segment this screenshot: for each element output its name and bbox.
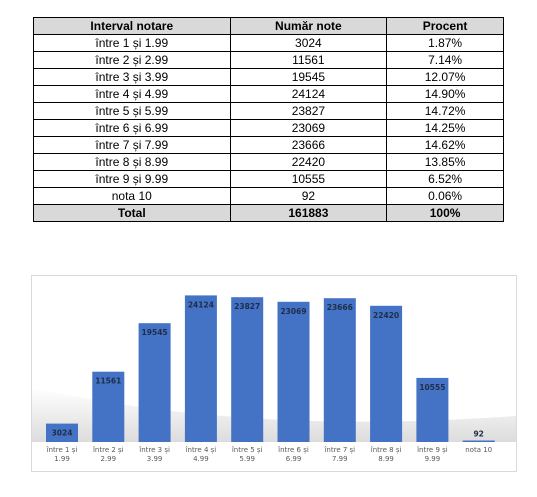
header-count: Număr note: [229, 17, 388, 35]
total-percent: 100%: [386, 204, 504, 222]
category-label: între 4 și: [185, 446, 217, 454]
cell-count: 10555: [229, 170, 388, 188]
table-row: între 8 și 8.99 22420 13.85%: [33, 153, 504, 171]
cell-percent: 14.72%: [386, 102, 504, 120]
cell-interval: între 1 și 1.99: [33, 34, 231, 52]
cell-interval: între 6 și 6.99: [33, 119, 231, 137]
bar: [184, 295, 217, 442]
cell-count: 3024: [229, 34, 388, 52]
category-label: 7.99: [332, 455, 348, 463]
category-label: între 5 și: [231, 446, 263, 454]
data-label: 23069: [280, 307, 306, 316]
cell-count: 92: [229, 187, 388, 205]
category-label: 4.99: [193, 455, 209, 463]
table-row: între 6 și 6.99 23069 14.25%: [33, 119, 504, 137]
data-label: 19545: [142, 328, 168, 337]
category-label: 1.99: [54, 455, 70, 463]
cell-count: 24124: [229, 85, 388, 103]
data-label: 23666: [327, 303, 353, 312]
bars-group: 3024 11561 19545 24124 23827 23069 23666 22420 1…: [46, 295, 495, 442]
cell-percent: 12.07%: [386, 68, 504, 86]
cell-count: 11561: [229, 51, 388, 69]
cell-interval: între 9 și 9.99: [33, 170, 231, 188]
cell-percent: 14.90%: [386, 85, 504, 103]
table-row: între 1 și 1.99 3024 1.87%: [33, 34, 504, 52]
cell-interval: nota 10: [33, 187, 231, 205]
category-label: între 3 și: [138, 446, 170, 454]
bar: [370, 305, 403, 442]
table-row: între 3 și 3.99 19545 12.07%: [33, 68, 504, 86]
category-label: între 7 și: [323, 446, 355, 454]
category-label: 3.99: [147, 455, 163, 463]
category-label: 9.99: [425, 455, 441, 463]
cell-percent: 13.85%: [386, 153, 504, 171]
data-label: 10555: [419, 383, 445, 392]
bar: [46, 423, 78, 442]
bar: [416, 377, 449, 442]
category-labels: între 1 și1.99 între 2 și2.99 între 3 și3.…: [46, 446, 492, 463]
cell-interval: între 5 și 5.99: [33, 102, 231, 120]
header-percent: Procent: [386, 17, 504, 35]
category-label: între 9 și: [416, 446, 448, 454]
category-label: 5.99: [239, 455, 255, 463]
cell-count: 22420: [229, 153, 388, 171]
category-label: între 6 și: [277, 446, 309, 454]
bar-chart-svg: 3024 11561 19545 24124 23827 23069 23666 22420 1…: [32, 295, 516, 463]
cell-count: 23827: [229, 102, 388, 120]
cell-interval: între 8 și 8.99: [33, 153, 231, 171]
category-label: 2.99: [101, 455, 117, 463]
cell-interval: între 4 și 4.99: [33, 85, 231, 103]
table-row: între 5 și 5.99 23827 14.72%: [33, 102, 504, 120]
table-total-row: Total 161883 100%: [33, 204, 504, 222]
bar: [462, 440, 495, 442]
bar: [231, 297, 264, 442]
bar: [138, 323, 171, 442]
cell-percent: 1.87%: [386, 34, 504, 52]
table-row: între 2 și 2.99 11561 7.14%: [33, 51, 504, 69]
table-row: nota 10 92 0.06%: [33, 187, 504, 205]
cell-count: 23069: [229, 119, 388, 137]
cell-count: 23666: [229, 136, 388, 154]
data-label: 24124: [188, 300, 214, 309]
grades-table: Interval notare Număr note Procent între…: [33, 17, 504, 222]
total-count: 161883: [229, 204, 388, 222]
header-interval: Interval notare: [33, 17, 231, 35]
table-row: între 7 și 7.99 23666 14.62%: [33, 136, 504, 154]
bar-chart: 3024 11561 19545 24124 23827 23069 23666 22420 1…: [31, 275, 517, 472]
table-header-row: Interval notare Număr note Procent: [33, 17, 504, 35]
category-label: 8.99: [378, 455, 394, 463]
data-label: 11561: [95, 377, 121, 386]
cell-percent: 0.06%: [386, 187, 504, 205]
category-label: 6.99: [286, 455, 302, 463]
total-label: Total: [33, 204, 231, 222]
category-label: între 2 și: [92, 446, 124, 454]
category-label: între 1 și: [46, 446, 78, 454]
data-label: 3024: [52, 429, 73, 438]
category-label: între 8 și: [370, 446, 402, 454]
data-label: 92: [473, 430, 483, 439]
table-row: între 9 și 9.99 10555 6.52%: [33, 170, 504, 188]
cell-percent: 6.52%: [386, 170, 504, 188]
cell-percent: 14.25%: [386, 119, 504, 137]
category-label: nota 10: [465, 446, 492, 454]
bar: [323, 298, 356, 442]
cell-interval: între 2 și 2.99: [33, 51, 231, 69]
cell-percent: 14.62%: [386, 136, 504, 154]
data-label: 23827: [234, 302, 260, 311]
table-row: între 4 și 4.99 24124 14.90%: [33, 85, 504, 103]
cell-interval: între 3 și 3.99: [33, 68, 231, 86]
data-label: 22420: [373, 311, 399, 320]
cell-percent: 7.14%: [386, 51, 504, 69]
bar: [92, 371, 125, 442]
cell-interval: între 7 și 7.99: [33, 136, 231, 154]
bar: [277, 301, 310, 442]
cell-count: 19545: [229, 68, 388, 86]
